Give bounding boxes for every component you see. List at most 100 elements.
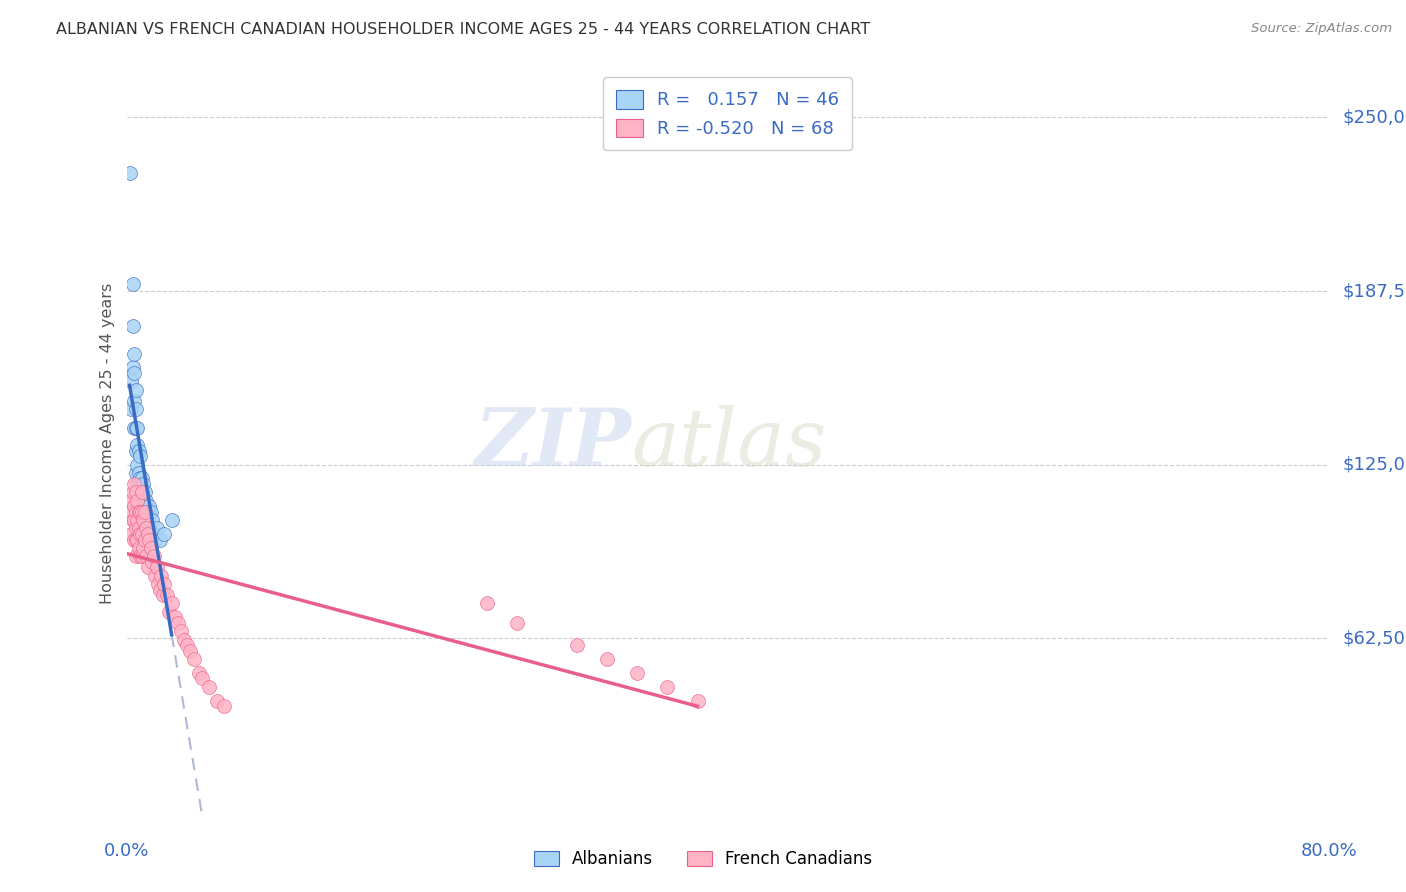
Point — [129, 493, 152, 508]
Point — [149, 533, 172, 547]
Point — [118, 166, 141, 180]
Text: atlas: atlas — [631, 405, 827, 483]
Point — [132, 477, 155, 491]
Point — [121, 485, 143, 500]
Point — [131, 485, 153, 500]
Point — [176, 638, 198, 652]
Point — [122, 533, 145, 547]
Point — [153, 577, 176, 591]
Point — [143, 568, 166, 582]
Point — [134, 505, 156, 519]
Point — [120, 402, 142, 417]
Point — [169, 624, 191, 639]
Point — [118, 493, 141, 508]
Point — [135, 493, 157, 508]
Point — [121, 277, 143, 291]
Point — [160, 597, 183, 611]
Point — [122, 393, 145, 408]
Point — [138, 500, 160, 514]
Point — [131, 513, 153, 527]
Text: 0.0%: 0.0% — [104, 842, 149, 860]
Point — [124, 549, 146, 564]
Point — [124, 505, 146, 519]
Point — [205, 693, 228, 707]
Point — [120, 527, 142, 541]
Text: $125,000: $125,000 — [1343, 456, 1406, 474]
Point — [128, 466, 150, 480]
Point — [135, 521, 157, 535]
Point — [153, 527, 176, 541]
Point — [122, 421, 145, 435]
Point — [190, 672, 212, 686]
Point — [134, 533, 156, 547]
Point — [122, 500, 145, 514]
Text: 80.0%: 80.0% — [1301, 842, 1357, 860]
Y-axis label: Householder Income Ages 25 - 44 years: Householder Income Ages 25 - 44 years — [100, 283, 115, 605]
Point — [157, 605, 180, 619]
Point — [141, 555, 163, 569]
Point — [125, 493, 148, 508]
Point — [183, 652, 205, 666]
Point — [124, 421, 146, 435]
Point — [128, 541, 150, 555]
Point — [129, 471, 152, 485]
Point — [152, 588, 174, 602]
Point — [657, 680, 679, 694]
Point — [136, 505, 159, 519]
Point — [128, 485, 150, 500]
Point — [142, 527, 165, 541]
Point — [626, 665, 648, 680]
Point — [121, 318, 143, 333]
Point — [596, 652, 619, 666]
Point — [128, 443, 150, 458]
Point — [136, 560, 159, 574]
Point — [132, 500, 155, 514]
Point — [128, 521, 150, 535]
Point — [567, 638, 589, 652]
Legend: Albanians, French Canadians: Albanians, French Canadians — [527, 844, 879, 875]
Point — [506, 615, 529, 630]
Point — [198, 680, 221, 694]
Point — [475, 597, 498, 611]
Point — [124, 443, 146, 458]
Point — [120, 374, 142, 388]
Point — [145, 560, 167, 574]
Point — [124, 466, 146, 480]
Point — [138, 521, 160, 535]
Point — [138, 533, 160, 547]
Point — [124, 533, 146, 547]
Point — [135, 513, 157, 527]
Point — [124, 521, 146, 535]
Point — [121, 513, 143, 527]
Point — [187, 665, 209, 680]
Point — [125, 477, 148, 491]
Point — [122, 366, 145, 380]
Point — [139, 541, 162, 555]
Point — [121, 360, 143, 375]
Point — [150, 568, 173, 582]
Point — [156, 588, 179, 602]
Point — [131, 471, 153, 485]
Point — [125, 513, 148, 527]
Point — [145, 521, 167, 535]
Point — [142, 549, 165, 564]
Point — [124, 485, 146, 500]
Text: $62,500: $62,500 — [1343, 629, 1406, 648]
Legend: R =   0.157   N = 46, R = -0.520   N = 68: R = 0.157 N = 46, R = -0.520 N = 68 — [603, 78, 852, 151]
Point — [212, 699, 235, 714]
Text: $250,000: $250,000 — [1343, 109, 1406, 127]
Point — [146, 577, 169, 591]
Point — [139, 505, 162, 519]
Point — [136, 527, 159, 541]
Point — [122, 513, 145, 527]
Point — [124, 383, 146, 397]
Point — [131, 493, 153, 508]
Point — [132, 541, 155, 555]
Point — [128, 505, 150, 519]
Point — [120, 505, 142, 519]
Point — [686, 693, 709, 707]
Point — [129, 450, 152, 464]
Point — [125, 438, 148, 452]
Point — [125, 421, 148, 435]
Text: ALBANIAN VS FRENCH CANADIAN HOUSEHOLDER INCOME AGES 25 - 44 YEARS CORRELATION CH: ALBANIAN VS FRENCH CANADIAN HOUSEHOLDER … — [56, 22, 870, 37]
